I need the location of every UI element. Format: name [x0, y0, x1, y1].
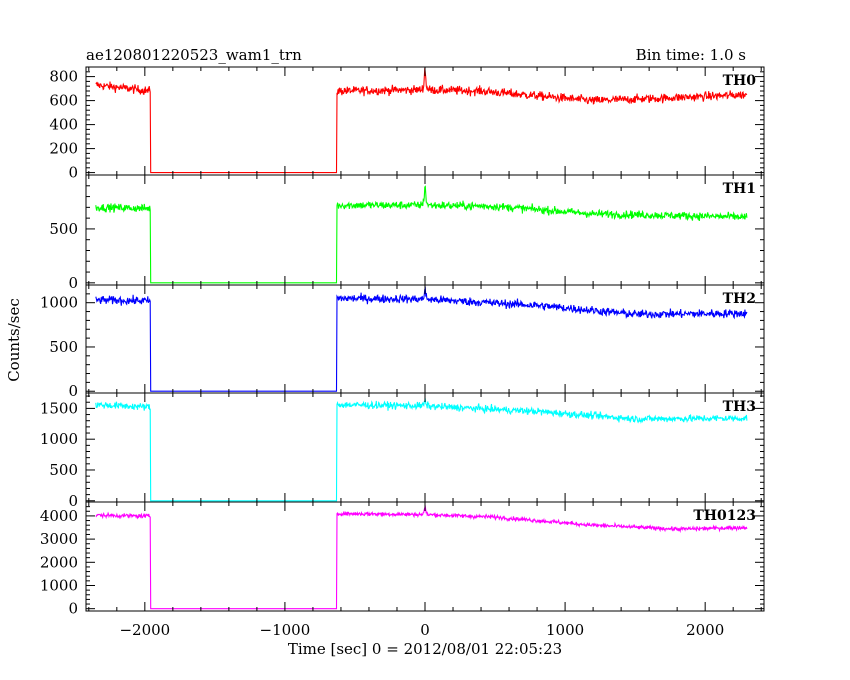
panel-th3: 0 500 1000 1500 TH3 [40, 392, 765, 510]
x-tick-label: 0 [420, 621, 430, 639]
y-tick-label: 4000 [40, 507, 78, 525]
chart-title: ae120801220523_wam1_trn [86, 46, 302, 64]
panel-th0123: 0 1000 2000 3000 4000 TH0123 [40, 501, 765, 618]
y-tick-label: 1500 [40, 399, 78, 417]
panel-frame [85, 501, 765, 612]
y-tick-label: 600 [49, 92, 78, 110]
chart-subtitle: Bin time: 1.0 s [636, 46, 746, 64]
y-tick-label: 500 [49, 461, 78, 479]
panel-label-th1: TH1 [723, 181, 756, 197]
panel-label-th3: TH3 [723, 399, 756, 415]
y-tick-label: 2000 [40, 553, 78, 571]
panel-th2: 0 500 1000 TH2 [40, 284, 765, 400]
panel-label-th0123: TH0123 [693, 508, 756, 524]
panels-group: 0 200 400 600 800 TH0 0 500 TH1 0 500 1000 TH2 0 500 10… [40, 66, 765, 639]
series-line-th2 [95, 286, 748, 392]
y-tick-label: 0 [68, 274, 78, 292]
panel-frame [85, 392, 765, 503]
panel-label-th2: TH2 [723, 291, 756, 307]
x-tick-label: −1000 [260, 621, 311, 639]
series-line-th0123 [95, 505, 748, 610]
y-tick-label: 0 [68, 382, 78, 400]
series-line-th0 [95, 68, 748, 174]
x-tick-label: 2000 [686, 621, 724, 639]
x-axis-title: Time [sec] 0 = 2012/08/01 22:05:23 [288, 640, 562, 658]
y-tick-label: 400 [49, 116, 78, 134]
y-tick-label: 1000 [40, 430, 78, 448]
y-tick-label: 800 [49, 68, 78, 86]
y-tick-label: 0 [68, 600, 78, 618]
y-tick-label: 500 [49, 338, 78, 356]
y-axis-title: Counts/sec [5, 298, 23, 382]
y-tick-label: 500 [49, 220, 78, 238]
series-line-th3 [95, 397, 748, 502]
panel-th0: 0 200 400 600 800 TH0 [49, 66, 765, 182]
y-tick-label: 0 [68, 492, 78, 510]
y-tick-label: 1000 [40, 294, 78, 312]
panel-th1: 0 500 TH1 [49, 174, 765, 292]
x-tick-label: −2000 [119, 621, 170, 639]
series-line-th1 [95, 185, 748, 284]
panel-frame [85, 284, 765, 394]
panel-frame [85, 66, 765, 176]
panel-label-th0: TH0 [723, 73, 757, 89]
y-tick-label: 0 [68, 164, 78, 182]
y-tick-label: 1000 [40, 576, 78, 594]
x-tick-label: 1000 [546, 621, 584, 639]
y-tick-label: 3000 [40, 530, 78, 548]
y-tick-label: 200 [49, 140, 78, 158]
